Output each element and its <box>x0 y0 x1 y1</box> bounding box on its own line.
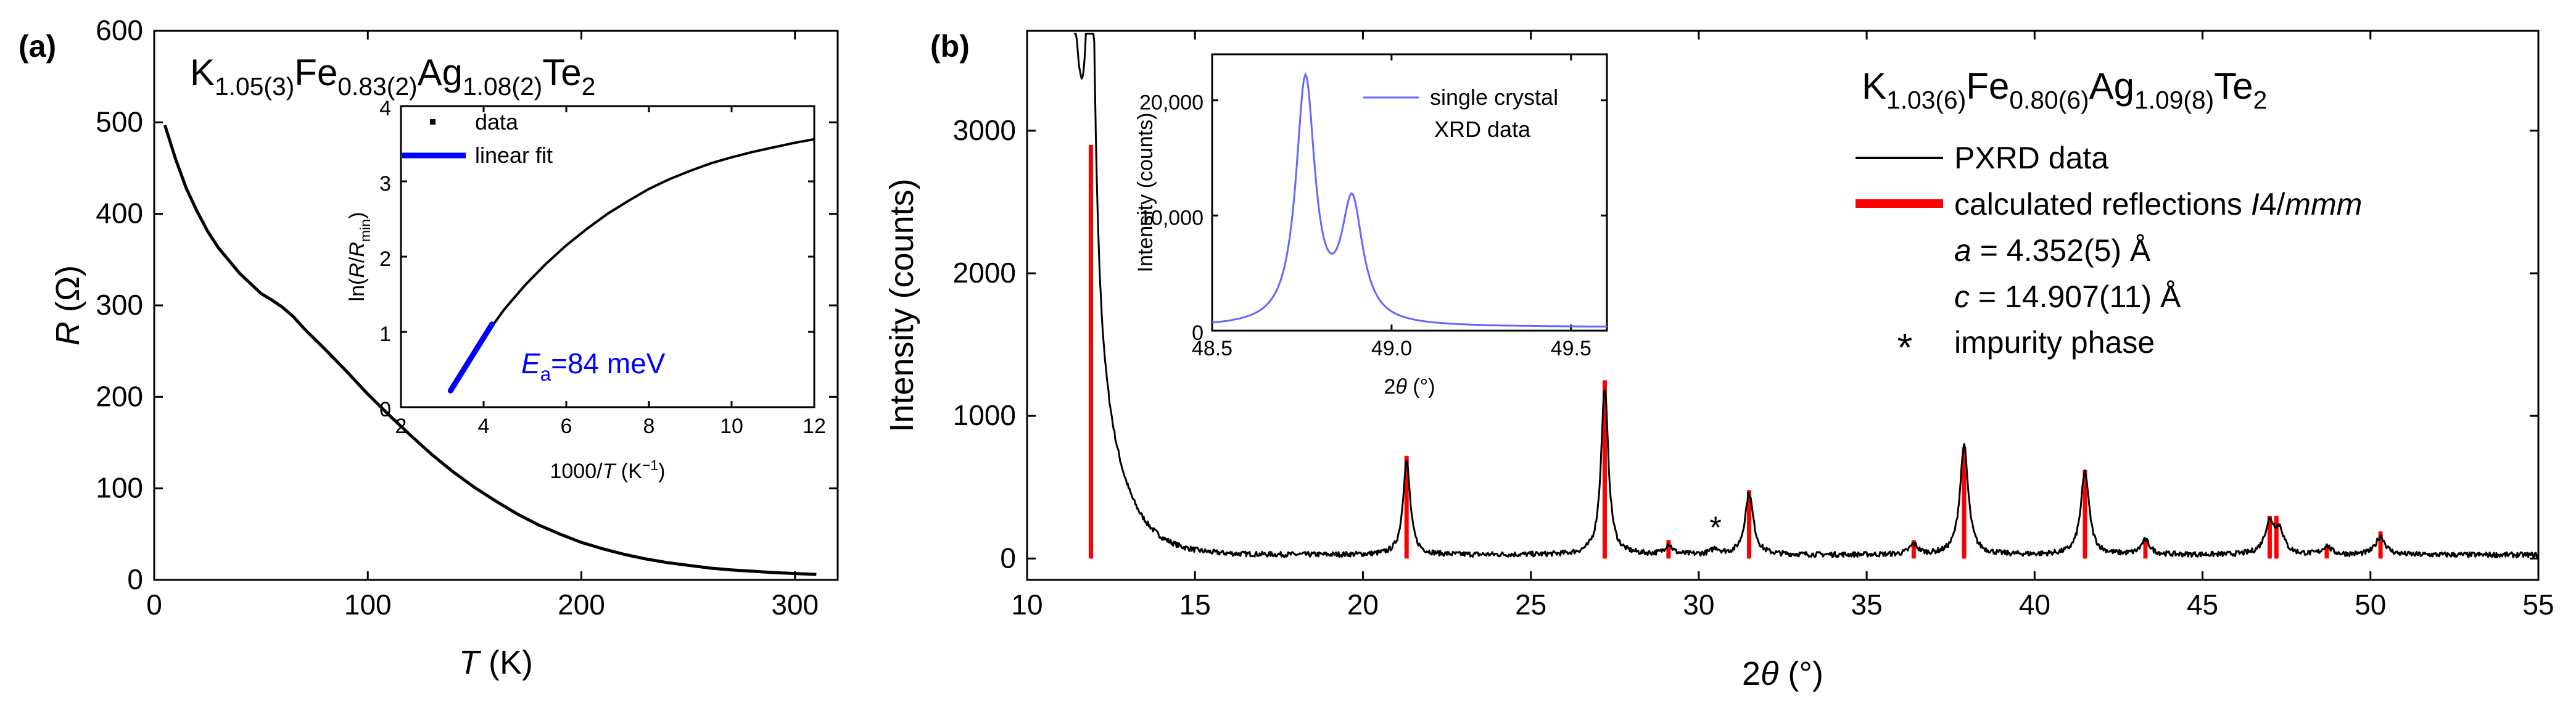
panel-a-resistance-curve <box>163 125 817 576</box>
x-tick-label: 0 <box>146 589 162 621</box>
x-tick-label: 12 <box>803 415 826 438</box>
panel-a: (a) K1.05(3)Fe0.83(2)Ag1.08(2)Te2 010020… <box>19 14 839 681</box>
x-tick-label: 49.5 <box>1551 337 1591 360</box>
y-tick-label: 1000 <box>953 399 1016 431</box>
x-tick-label: 4 <box>478 415 490 438</box>
single-crystal-xrd-curve <box>1212 72 1607 328</box>
lattice-a-label: a = 4.352(5) Å <box>1954 233 2151 268</box>
panel-b: (b) 0 1000 2000 3000 10 15 20 25 30 35 40 45 50 55 I… <box>883 29 2554 692</box>
x-tick-label: 100 <box>344 589 392 621</box>
x-tick-label: 25 <box>1515 589 1546 621</box>
y-tick-label: 500 <box>96 105 143 138</box>
x-tick-label: 20 <box>1347 589 1379 621</box>
y-tick-label: 100 <box>96 472 143 504</box>
panel-b-formula: K1.03(6)Fe0.80(6)Ag1.09(8)Te2 <box>1862 65 2267 114</box>
y-tick-label: 4 <box>379 97 391 120</box>
panel-b-inset-frame <box>1211 53 1608 332</box>
y-tick-label: 3000 <box>953 114 1016 146</box>
panel-a-formula: K1.05(3)Fe0.83(2)Ag1.08(2)Te2 <box>190 52 595 101</box>
y-tick-label: 0 <box>1000 542 1016 574</box>
panel-a-inset-data-curve <box>449 138 815 389</box>
x-tick-label: 6 <box>561 415 572 438</box>
x-tick-label: 200 <box>558 589 605 621</box>
panel-a-label: (a) <box>19 29 56 64</box>
y-tick-label: 3 <box>379 172 391 196</box>
x-tick-label: 2 <box>395 415 407 438</box>
legend-single-crystal-label: single crystal <box>1430 85 1558 110</box>
x-tick-label: 30 <box>1683 589 1714 621</box>
panel-a-inset-y-axis-label: ln(R/Rmin) <box>345 212 373 302</box>
x-tick-label: 10 <box>720 415 743 438</box>
panel-a-inset-x-axis: 2 4 6 8 10 12 <box>395 106 826 438</box>
x-tick-label: 55 <box>2522 589 2554 621</box>
x-tick-label: 15 <box>1179 589 1211 621</box>
legend-data-label: data <box>475 109 519 134</box>
panel-a-inset-linear-fit <box>447 321 495 394</box>
x-tick-label: 50 <box>2355 589 2386 621</box>
panel-a-inset-x-axis-label: 1000/T (K−1) <box>550 457 665 483</box>
legend-impurity-star: * <box>1897 325 1913 370</box>
panel-b-inset: 0 10,000 20,000 48.5 49.0 49.5 Intensity (co… <box>1134 53 1608 399</box>
panel-a-inset-legend: data linear fit <box>402 109 553 168</box>
pxrd-data-curve <box>1074 33 2540 558</box>
panel-a-y-axis-label: R (Ω) <box>49 265 86 345</box>
legend-single-crystal-label-2: XRD data <box>1434 117 1531 142</box>
legend-reflections-label: calculated reflections I4/mmm <box>1954 187 2362 221</box>
legend-pxrd-label: PXRD data <box>1954 141 2108 175</box>
panel-b-inset-legend: single crystal XRD data <box>1363 85 1558 142</box>
panel-b-inset-x-axis: 48.5 49.0 49.5 <box>1192 54 1591 360</box>
x-tick-label: 8 <box>643 415 655 438</box>
y-tick-label: 1 <box>379 323 391 346</box>
x-tick-label: 35 <box>1851 589 1883 621</box>
legend-impurity-label: impurity phase <box>1954 325 2155 360</box>
calculated-reflections <box>1088 144 2383 559</box>
x-tick-label: 45 <box>2187 589 2218 621</box>
y-tick-label: 300 <box>96 289 143 321</box>
x-tick-label: 49.0 <box>1371 337 1412 360</box>
panel-b-label: (b) <box>930 29 970 64</box>
y-tick-label: 200 <box>96 380 143 412</box>
y-tick-label: 400 <box>96 197 143 229</box>
panel-a-x-axis: 0 100 200 300 <box>146 31 819 621</box>
x-tick-label: 40 <box>2019 589 2050 621</box>
panel-b-inset-x-axis-label: 2θ (°) <box>1384 375 1435 399</box>
y-tick-label: 10,000 <box>1139 206 1203 229</box>
panel-b-x-axis-label: 2θ (°) <box>1742 655 1823 692</box>
panel-b-frame <box>1026 30 2540 581</box>
activation-energy-annotation: Ea=84 meV <box>521 347 666 385</box>
y-tick-label: 0 <box>379 398 391 421</box>
panel-a-inset-y-axis: 0 1 2 3 4 <box>379 97 814 421</box>
y-tick-label: 2 <box>379 247 391 271</box>
y-tick-label: 20,000 <box>1139 91 1203 115</box>
panel-b-inset-y-axis: 0 10,000 20,000 <box>1139 91 1607 345</box>
panel-b-x-axis: 10 15 20 25 30 35 40 45 50 55 <box>1011 31 2554 621</box>
x-tick-label: 48.5 <box>1192 337 1232 360</box>
legend-data-marker <box>430 119 436 125</box>
panel-a-x-axis-label: T (K) <box>459 644 533 681</box>
panel-b-legend: PXRD data calculated reflections I4/mmm … <box>1856 141 2362 370</box>
x-tick-label: 10 <box>1011 589 1042 621</box>
x-tick-label: 300 <box>771 589 819 621</box>
panel-b-inset-y-axis-label: Intensity (counts) <box>1134 113 1157 273</box>
y-tick-label: 0 <box>127 563 143 595</box>
y-tick-label: 600 <box>96 14 143 46</box>
panel-b-y-axis-label: Intensity (counts) <box>883 178 920 432</box>
y-tick-label: 0 <box>1192 321 1203 345</box>
panel-b-y-axis: 0 1000 2000 3000 <box>953 114 2538 574</box>
lattice-c-label: c = 14.907(11) Å <box>1954 279 2181 314</box>
impurity-marker: * <box>1709 510 1721 545</box>
y-tick-label: 2000 <box>953 257 1016 289</box>
legend-linear-fit-label: linear fit <box>475 143 553 168</box>
